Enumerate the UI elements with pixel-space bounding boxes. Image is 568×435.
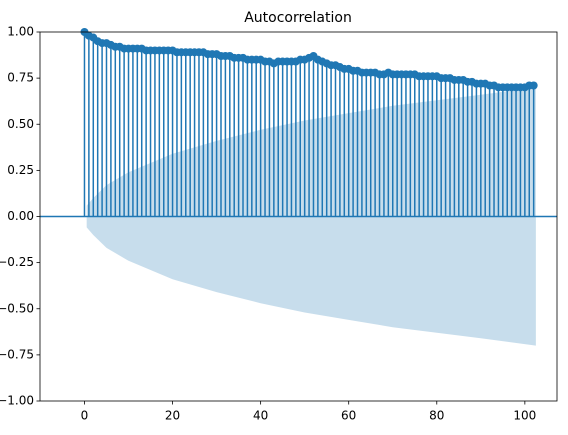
- y-tick-label: −1.00: [0, 394, 34, 408]
- x-tick-label: 100: [513, 409, 536, 423]
- x-tick-label: 80: [429, 409, 444, 423]
- stem-marker: [529, 81, 538, 90]
- y-tick-label: −0.75: [0, 347, 34, 361]
- y-tick-label: 1.00: [7, 25, 34, 39]
- chart-title: Autocorrelation: [244, 10, 352, 26]
- y-tick-label: 0.25: [7, 163, 34, 177]
- x-tick-label: 0: [81, 409, 89, 423]
- y-tick-label: −0.50: [0, 301, 34, 315]
- y-tick-label: 0.00: [7, 209, 34, 223]
- y-tick-label: 0.50: [7, 117, 34, 131]
- y-tick-label: 0.75: [7, 71, 34, 85]
- y-tick-label: −0.25: [0, 255, 34, 269]
- x-tick-label: 40: [253, 409, 268, 423]
- x-tick-label: 20: [165, 409, 180, 423]
- x-tick-label: 60: [341, 409, 356, 423]
